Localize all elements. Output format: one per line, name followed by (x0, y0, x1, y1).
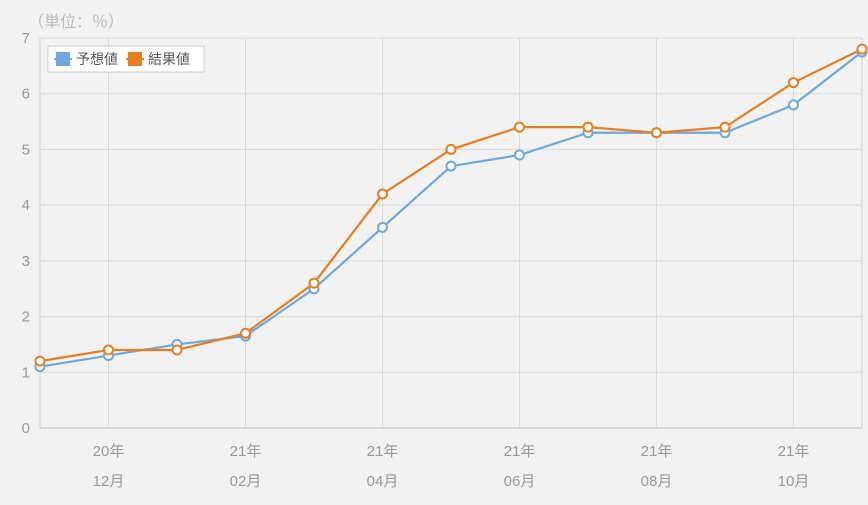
data-point (515, 151, 524, 160)
data-point (789, 78, 798, 87)
y-tick-label: 7 (22, 30, 30, 47)
legend-label: 結果値 (148, 51, 190, 67)
x-tick-label-month: 08月 (641, 473, 673, 490)
y-tick-label: 3 (22, 253, 30, 270)
x-tick-label-month: 02月 (230, 473, 262, 490)
y-tick-label: 5 (22, 141, 30, 158)
x-tick-label-month: 04月 (367, 473, 399, 490)
data-point (652, 128, 661, 137)
data-point (447, 145, 456, 154)
x-tick-label-year: 21年 (230, 443, 262, 460)
legend-swatch (56, 52, 70, 66)
y-tick-label: 0 (22, 420, 30, 437)
y-tick-label: 6 (22, 86, 30, 103)
data-point (378, 223, 387, 232)
data-point (378, 190, 387, 199)
y-tick-label: 2 (22, 309, 30, 326)
data-point (104, 346, 113, 355)
x-tick-label-year: 21年 (641, 443, 673, 460)
x-tick-label-year: 21年 (367, 443, 399, 460)
data-point (36, 357, 45, 366)
y-tick-label: 4 (22, 197, 30, 214)
legend-label: 予想値 (76, 51, 118, 67)
x-tick-label-year: 20年 (93, 443, 125, 460)
chart-canvas: 0 1 2 3 4 5 6 7 20年 12月 21年 02月 21年 04月 21年 06月 21年 08月 21… (0, 0, 868, 505)
legend-swatch (128, 52, 142, 66)
x-tick-label-month: 12月 (93, 473, 125, 490)
data-point (173, 346, 182, 355)
x-tick-label-month: 06月 (504, 473, 536, 490)
x-tick-label-month: 10月 (778, 473, 810, 490)
data-point (241, 329, 250, 338)
data-point (515, 123, 524, 132)
y-tick-label: 1 (22, 364, 30, 381)
data-point (447, 162, 456, 171)
line-chart: （単位：％） 0123456720年12月21年02月21年04月21年06月2… (0, 0, 868, 505)
data-point (584, 123, 593, 132)
x-tick-label-year: 21年 (504, 443, 536, 460)
x-tick-label-year: 21年 (778, 443, 810, 460)
data-point (721, 123, 730, 132)
data-point (310, 279, 319, 288)
data-point (858, 45, 867, 54)
data-point (789, 100, 798, 109)
series-line-予想値 (40, 52, 862, 367)
